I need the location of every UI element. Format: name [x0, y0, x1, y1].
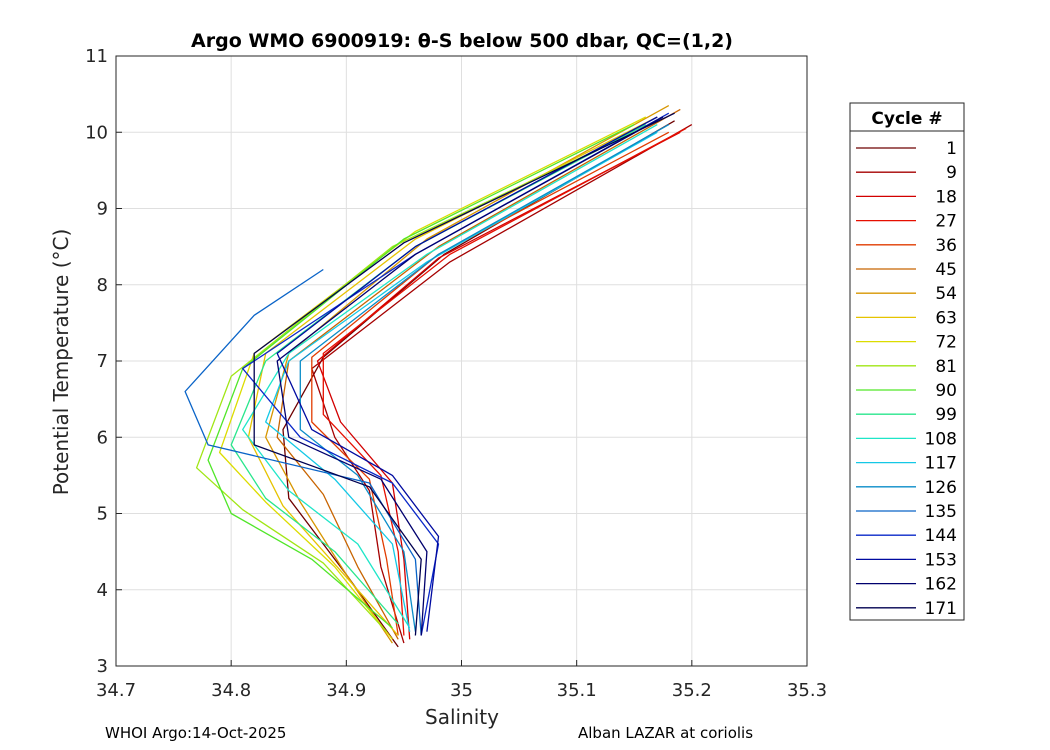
legend: Cycle # 19182736455463728190991081171261… — [849, 102, 965, 621]
series-line-cycle-162 — [276, 116, 664, 636]
legend-label: 117 — [925, 454, 957, 474]
y-tick-label: 4 — [97, 580, 108, 601]
legend-entries: 1 9 18 27 36 45 54 63 72 81 90 99 108 117 126 135 144 153… — [856, 139, 957, 619]
x-tick-label: 35.1 — [557, 680, 597, 701]
x-tick-label: 35.2 — [672, 680, 712, 701]
legend-label: 72 — [935, 333, 957, 353]
legend-label: 126 — [925, 478, 957, 498]
y-tick-label: 7 — [97, 351, 108, 372]
series-line-cycle-72 — [218, 116, 647, 640]
series-line-cycle-153 — [276, 116, 658, 632]
legend-label: 144 — [925, 526, 957, 546]
series-line-cycle-45 — [276, 108, 681, 640]
x-tick-label: 35.3 — [787, 680, 827, 701]
legend-label: 99 — [935, 405, 957, 425]
footer-source: WHOI Argo:14-Oct-2025 — [105, 724, 287, 742]
legend-label: 18 — [935, 187, 957, 207]
series-line-cycle-108 — [242, 124, 658, 629]
series-line-cycle-54 — [265, 105, 670, 644]
series-line-cycle-117 — [265, 131, 658, 632]
legend-label: 9 — [946, 163, 957, 183]
legend-label: 45 — [935, 260, 957, 280]
series-line-cycle-135 — [184, 268, 422, 636]
series-group — [184, 105, 693, 648]
chart-title: Argo WMO 6900919: θ-S below 500 dbar, QC… — [191, 30, 733, 52]
y-tick-label: 11 — [85, 46, 108, 67]
legend-label: 171 — [925, 599, 957, 619]
y-tick-label: 10 — [85, 122, 108, 143]
y-tick-label: 8 — [97, 275, 108, 296]
x-tick-label: 35 — [450, 680, 473, 701]
series-line-cycle-126 — [299, 124, 670, 632]
legend-label: 108 — [925, 429, 957, 449]
x-tick-label: 34.7 — [96, 680, 136, 701]
series-line-cycle-81 — [195, 131, 635, 633]
series-line-cycle-171 — [253, 112, 675, 636]
legend-label: 90 — [935, 381, 957, 401]
x-tick-label: 34.8 — [211, 680, 251, 701]
y-tick-label: 9 — [97, 199, 108, 220]
y-axis-label: Potential Temperature (°C) — [49, 229, 73, 496]
legend-label: 54 — [935, 284, 957, 304]
series-line-cycle-9 — [311, 124, 693, 644]
y-tick-label: 6 — [97, 427, 108, 448]
series-line-cycle-18 — [316, 131, 681, 640]
footer-credit: Alban LAZAR at coriolis — [578, 724, 754, 742]
y-tick-label: 3 — [97, 656, 108, 677]
x-tick-label: 34.9 — [326, 680, 366, 701]
legend-label: 135 — [925, 502, 957, 522]
y-axis-ticks: 3 4 5 6 7 8 9 10 11 — [85, 46, 122, 677]
legend-label: 153 — [925, 550, 957, 570]
legend-title: Cycle # — [871, 109, 942, 129]
x-axis-label: Salinity — [425, 705, 499, 729]
legend-box — [849, 102, 965, 621]
legend-label: 36 — [935, 236, 957, 256]
legend-label: 162 — [925, 575, 957, 595]
series-line-cycle-27 — [322, 127, 687, 636]
series-line-cycle-90 — [207, 124, 635, 629]
y-tick-label: 5 — [97, 504, 108, 525]
legend-label: 81 — [935, 357, 957, 377]
x-axis-ticks: 34.7 34.8 34.9 35 35.1 35.2 35.3 — [96, 660, 827, 701]
legend-label: 27 — [935, 212, 957, 232]
legend-label: 1 — [946, 139, 957, 159]
legend-label: 63 — [935, 308, 957, 328]
